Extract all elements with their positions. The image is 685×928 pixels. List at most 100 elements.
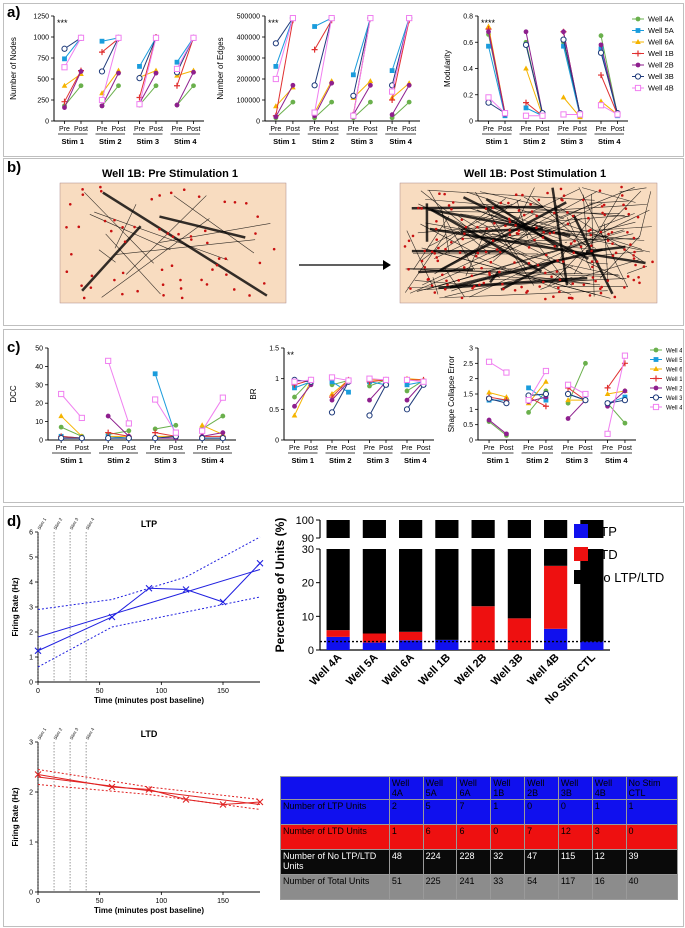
x-tick-label-pre: Pre — [402, 445, 413, 452]
data-point — [292, 394, 297, 400]
network-edge — [598, 213, 635, 228]
y-tick-label: 10 — [35, 419, 43, 426]
data-point — [290, 99, 296, 105]
x-tick-label-pre: Pre — [364, 445, 375, 452]
data-point — [345, 377, 352, 384]
data-point — [622, 388, 628, 394]
network-node — [81, 193, 85, 196]
network-node — [527, 246, 531, 249]
series-line — [64, 37, 82, 68]
network-node — [430, 250, 434, 254]
network-node — [595, 260, 599, 263]
network-edge — [566, 217, 592, 270]
stim-group-label: Stim 2 — [329, 456, 352, 465]
network-node — [441, 273, 444, 277]
series-line — [352, 17, 371, 75]
series-line — [391, 82, 410, 99]
network-node — [626, 275, 630, 278]
network-node — [636, 215, 640, 219]
stim-group-label: Stim 4 — [174, 137, 197, 146]
data-point — [174, 59, 180, 65]
series-line — [314, 17, 333, 86]
legend-marker — [653, 357, 659, 362]
network-node — [123, 240, 127, 243]
network-node — [203, 229, 207, 233]
network-node — [436, 259, 440, 263]
y-tick-label: 3 — [29, 740, 33, 747]
data-point — [486, 29, 491, 35]
network-node — [121, 292, 124, 296]
data-point — [560, 111, 567, 118]
y-tick-label: 3 — [29, 605, 33, 612]
network-edge — [604, 223, 609, 283]
network-node — [65, 270, 69, 274]
bar-segment — [326, 549, 350, 631]
stim-line-label: Stim 1 — [37, 727, 48, 741]
x-tick-label-post: Post — [363, 126, 377, 133]
network-node — [443, 287, 447, 291]
data-point — [219, 394, 226, 401]
table-cell: 51 — [388, 874, 424, 900]
data-point — [105, 413, 111, 419]
network-node — [561, 260, 565, 263]
network-node — [232, 288, 236, 291]
y-tick-label: 300000 — [237, 56, 260, 63]
series-line — [352, 18, 371, 116]
network-node — [457, 279, 460, 282]
table-cell: 224 — [422, 849, 458, 875]
x-tick-label: 50 — [96, 688, 104, 695]
y-tick-label: 2.5 — [463, 361, 473, 368]
table-cell: 1 — [625, 799, 679, 825]
network-node — [552, 211, 556, 215]
data-point — [58, 424, 64, 430]
network-edge — [516, 200, 529, 239]
network-edge — [159, 223, 271, 243]
network-node — [407, 239, 411, 243]
x-tick-label: Well 4B — [525, 652, 561, 688]
network-node — [606, 279, 610, 282]
network-edge — [513, 187, 535, 228]
data-point — [389, 68, 395, 73]
network-node — [571, 282, 575, 285]
table-cell: 12 — [591, 849, 627, 875]
network-node — [182, 188, 186, 191]
legend-label: Well 4A — [666, 349, 682, 355]
network-edge — [159, 215, 246, 239]
x-tick-label-pre: Pre — [596, 126, 607, 133]
data-point — [503, 400, 510, 407]
bar-segment — [507, 618, 531, 650]
x-tick-label-pre: Pre — [134, 126, 145, 133]
network-node — [591, 276, 595, 279]
data-point — [597, 102, 605, 109]
series-line — [314, 80, 333, 113]
stim-group-label: Stim 2 — [526, 456, 549, 465]
network-node — [613, 295, 617, 299]
network-edge — [520, 222, 568, 283]
stim-group-label: Stim 1 — [485, 137, 508, 146]
series-line — [488, 421, 507, 436]
network-node — [166, 232, 170, 235]
series-line — [600, 52, 618, 114]
data-point — [311, 82, 318, 89]
legend-label: Well 2B — [666, 387, 682, 393]
network-node — [579, 245, 583, 249]
data-point — [62, 56, 67, 62]
legend-marker — [653, 385, 659, 391]
legend-label: Well 3B — [666, 396, 682, 402]
series-line — [176, 72, 194, 106]
y-tick-label: 2 — [29, 630, 33, 637]
network-node — [546, 191, 549, 195]
network-node — [598, 189, 602, 193]
y-tick-label: 0 — [469, 119, 473, 126]
ltp-firing-rate-chart: LTP 0 1 2 3 4 5 6 0 50 100 150 Time (minutes post ba… — [11, 517, 264, 705]
network-node — [507, 201, 510, 205]
network-node — [158, 227, 161, 231]
stim-group-label: Stim 3 — [154, 456, 177, 465]
legend-swatch — [574, 524, 588, 538]
data-point — [98, 68, 106, 75]
stim-group-label: Stim 3 — [560, 137, 583, 146]
bar-segment — [435, 520, 459, 538]
legend-label: Well 6A — [648, 38, 674, 47]
y-tick-label: 40 — [35, 364, 43, 371]
